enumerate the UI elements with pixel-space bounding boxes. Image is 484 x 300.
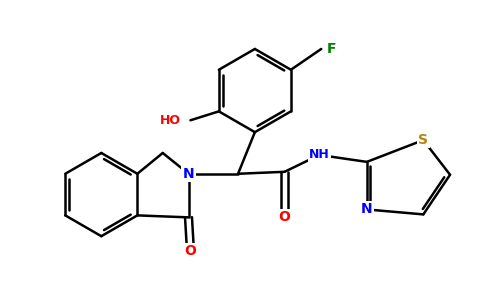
Text: N: N <box>182 167 194 181</box>
Text: HO: HO <box>160 114 181 127</box>
Text: N: N <box>361 202 373 216</box>
Text: NH: NH <box>309 148 330 161</box>
Text: S: S <box>418 133 428 147</box>
Text: O: O <box>279 210 290 224</box>
Text: O: O <box>184 244 197 258</box>
Text: F: F <box>327 42 337 56</box>
